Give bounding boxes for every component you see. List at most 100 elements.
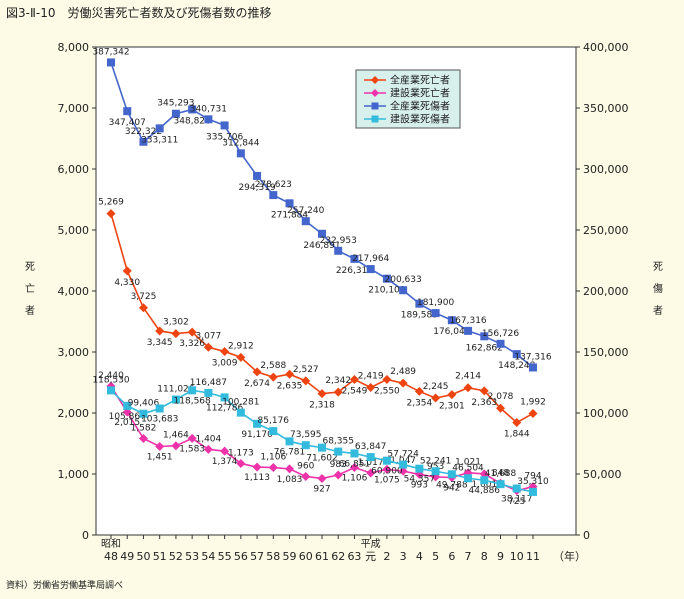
data-point [285,437,294,446]
data-label: 3,345 [147,338,173,348]
data-point [203,342,213,352]
x-tick-label: 7 [465,550,472,563]
data-label: 167,316 [449,316,486,326]
data-point [479,469,489,479]
data-point [350,254,359,263]
data-point [464,326,473,335]
data-point [139,409,148,418]
data-point [236,408,245,417]
data-point [398,378,408,388]
data-label: 2,674 [244,379,270,389]
y-tick-label-right: 100,000 [583,407,629,420]
data-label: 210,108 [368,286,405,296]
data-label: 960 [297,461,314,471]
data-label: 181,900 [417,298,454,308]
y-tick-label-right: 300,000 [583,163,629,176]
data-label: 953 [427,462,444,472]
data-label: 1,106 [260,453,286,463]
data-label: 340,731 [190,104,227,114]
x-tick-label: 59 [283,550,297,563]
data-point [382,456,391,465]
data-label: 333,311 [141,135,178,145]
data-label: 76,781 [274,447,306,457]
x-tick-label: 53 [185,550,199,563]
data-point [528,363,537,372]
y-tick-label-right: 0 [583,529,590,542]
data-point [171,329,181,339]
data-point [123,107,132,116]
x-tick-label: 55 [218,550,232,563]
y-tick-label-left: 7,000 [58,102,90,115]
data-label: 91,170 [241,430,273,440]
data-label: 85,176 [258,416,290,426]
data-point [496,480,505,489]
data-point [188,105,197,114]
data-point [236,149,245,158]
data-point [122,266,132,276]
data-label: 176,047 [433,327,470,337]
data-point [138,433,148,443]
data-point [317,473,327,483]
data-point [333,470,343,480]
x-tick-label: 9 [497,550,504,563]
data-label: 271,884 [271,210,308,220]
x-tick-label: 4 [416,550,423,563]
data-point [252,367,262,377]
data-point [123,401,132,410]
data-label: 226,318 [336,266,373,276]
data-point [285,199,294,208]
data-label: 2,414 [455,372,481,382]
data-point [512,484,521,493]
y-tick-label-left: 5,000 [58,224,90,237]
data-point [399,286,408,295]
data-label: 848 [492,468,509,478]
data-label: 189,589 [401,311,438,321]
data-point [268,463,278,473]
x-tick-label: 60 [299,550,313,563]
legend-marker [371,76,379,84]
x-tick-label: 61 [315,550,329,563]
data-point [431,467,440,476]
data-point [204,115,213,124]
data-point [350,449,359,458]
y-tick-label-right: 200,000 [583,285,629,298]
data-point [414,386,424,396]
data-label: 1,374 [212,457,238,467]
data-point [203,444,213,454]
data-point [349,463,359,473]
data-point [334,246,343,255]
data-point [463,383,473,393]
data-label: 345,293 [157,99,194,109]
y-tick-label-right: 50,000 [583,468,622,481]
data-label: 3,077 [195,331,221,341]
data-label: 111,026 [157,385,194,395]
data-label: 993 [411,480,428,490]
x-tick-label: 50 [136,550,150,563]
data-label: 942 [443,484,460,494]
data-label: 66,851 [339,459,371,469]
y-tick-label-right: 250,000 [583,224,629,237]
data-label: 105,867 [109,412,146,422]
data-label: 1,464 [163,431,189,441]
x-tick-label: 52 [169,550,183,563]
data-label: 725 [508,497,525,507]
data-label: 1,106 [342,474,368,484]
x-tick-label: 56 [234,550,248,563]
legend-label: 建設業死傷者 [390,113,450,126]
data-label: 246,891 [303,241,340,251]
data-point [496,339,505,348]
data-label: 2,301 [439,402,465,412]
data-point [399,460,408,469]
data-label: 2,912 [228,341,254,351]
data-point [512,350,521,359]
x-tick-label: 元 [365,550,376,563]
figure-source: 資料）労働省労働基準局調べ [6,581,124,591]
x-tick-label: 51 [153,550,167,563]
x-tick-label: 63 [347,550,361,563]
data-point [496,403,506,413]
data-label: 794 [524,472,541,482]
x-tick-label: 6 [448,550,455,563]
data-label: 2,489 [390,367,416,377]
y-tick-label-left: 0 [82,529,89,542]
data-point [480,332,489,341]
